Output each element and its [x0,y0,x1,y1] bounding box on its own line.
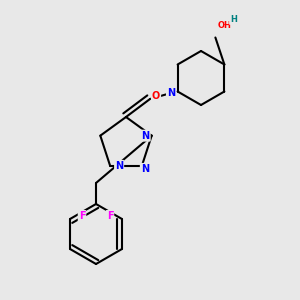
Text: O: O [152,91,160,101]
Text: N: N [167,88,175,98]
Text: N: N [142,131,150,141]
Text: N: N [141,164,149,174]
Text: OH: OH [218,21,231,30]
Text: F: F [107,211,113,221]
Text: F: F [79,211,85,221]
Text: H: H [230,15,237,24]
Text: N: N [115,161,123,171]
